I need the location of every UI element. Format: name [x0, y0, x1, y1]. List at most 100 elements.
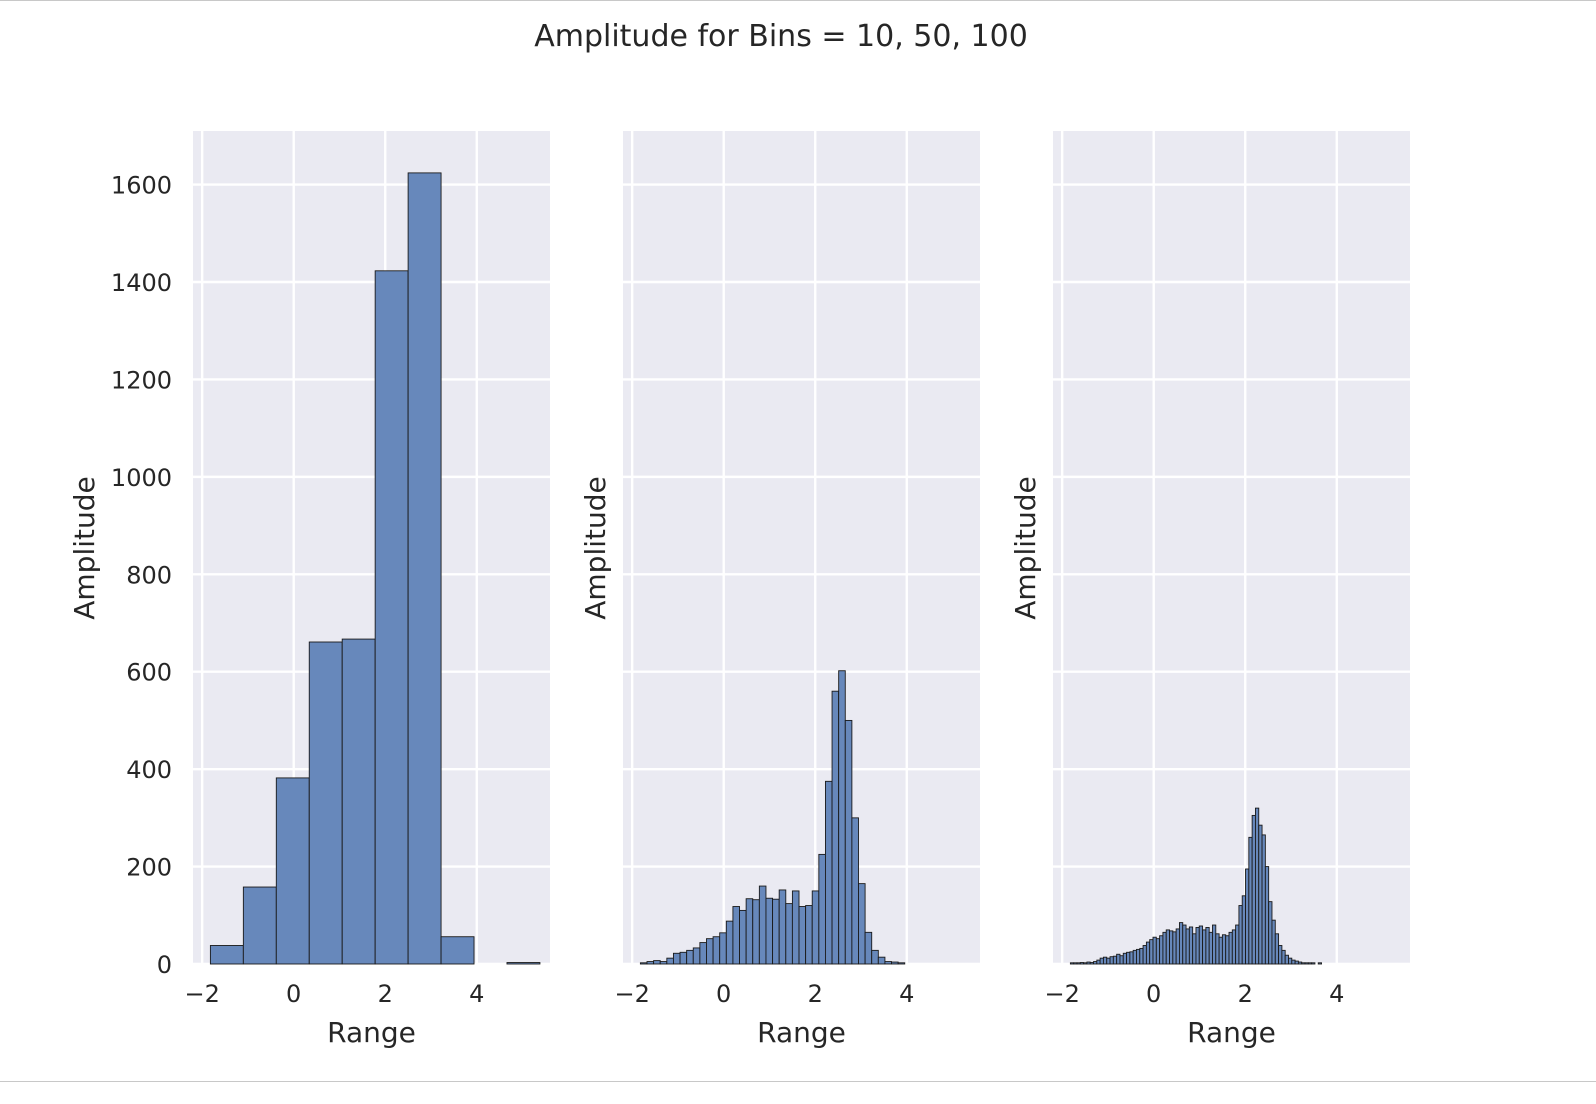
histogram-bar — [639, 962, 648, 965]
window-bottom-border — [0, 1081, 1596, 1082]
x-axis-label: Range — [757, 1016, 846, 1049]
x-tick-label: 2 — [808, 980, 823, 1008]
histogram-bar — [1235, 924, 1240, 965]
histogram-bar — [1294, 960, 1299, 965]
histogram-bar — [758, 885, 767, 965]
plot-area-background — [623, 131, 980, 964]
histogram-bar — [1149, 939, 1154, 965]
histogram-bar — [1086, 961, 1091, 965]
x-tick-label: −2 — [1044, 980, 1079, 1008]
histogram-bar — [1182, 924, 1187, 965]
histogram-bar — [1102, 956, 1108, 965]
histogram-bar — [1172, 931, 1177, 965]
histogram-bar — [1175, 928, 1180, 965]
histogram-bar — [1195, 927, 1200, 965]
histogram-bar — [805, 905, 813, 965]
x-tick-label: 2 — [1238, 980, 1253, 1008]
histogram-bar — [1212, 924, 1217, 965]
histogram-bar — [242, 886, 277, 965]
subplot-1: −2 0 2 4 0 200 400 600 800 1000 1200 1400 1600 Range A… — [68, 131, 550, 1049]
y-axis-label: Amplitude — [1009, 476, 1042, 620]
histogram-bar — [1083, 962, 1088, 965]
subplot-container: −2 0 2 402004006008001000120014001600RangeA… — [68, 131, 1410, 1049]
y-tick-label: 800 — [126, 561, 172, 589]
histogram-bar — [1152, 936, 1157, 965]
x-tick-label: 0 — [1146, 980, 1161, 1008]
histogram-bar — [1099, 957, 1104, 965]
y-axis-label: Amplitude — [68, 476, 101, 620]
x-axis-label: Range — [1187, 1016, 1276, 1049]
x-tick-label: 4 — [899, 980, 914, 1008]
histogram-bar — [1142, 945, 1147, 965]
histogram-bar — [1278, 945, 1283, 965]
x-tick-label: 0 — [716, 980, 731, 1008]
histogram-bar — [1245, 868, 1250, 965]
plot-area-background — [1053, 131, 1410, 964]
histogram-bar — [1297, 961, 1303, 965]
histogram-bar — [719, 932, 727, 965]
y-tick-label: 200 — [126, 854, 172, 882]
histogram-bar — [1221, 934, 1227, 965]
x-tick-label: −2 — [614, 980, 649, 1008]
histogram-bar — [1248, 836, 1253, 965]
histogram-bar — [1165, 929, 1170, 965]
histogram-bar — [506, 962, 541, 965]
histogram-bar — [1202, 929, 1207, 965]
histogram-bar — [407, 172, 442, 965]
histogram-bar — [374, 270, 409, 965]
histogram-bar — [209, 945, 244, 965]
histogram-bar — [1284, 954, 1289, 965]
x-tick-label: 4 — [1329, 980, 1344, 1008]
histogram-bar — [1169, 930, 1174, 965]
histogram-bar — [1188, 926, 1194, 965]
histogram-bar — [1225, 935, 1230, 965]
x-tick-label: 0 — [286, 980, 301, 1008]
histogram-bar — [1119, 955, 1124, 965]
histogram-bar — [851, 817, 859, 965]
histogram-bar — [1155, 938, 1161, 965]
histogram-bar — [1304, 962, 1309, 965]
histogram-bar — [1069, 962, 1075, 965]
histogram-bar — [1238, 905, 1243, 965]
histogram-bar — [778, 889, 787, 965]
histogram-bar — [1079, 962, 1085, 965]
histogram-bar — [1261, 834, 1266, 965]
histogram-bar — [871, 949, 879, 965]
histogram-bar — [341, 638, 376, 965]
histogram-bar — [891, 961, 899, 965]
histogram-bar — [692, 947, 701, 965]
histogram-bar — [1301, 962, 1306, 965]
histogram-bar — [838, 670, 846, 965]
histogram-bar — [745, 898, 754, 965]
histogram-bar — [686, 949, 694, 965]
histogram-bar — [1198, 925, 1204, 965]
x-tick-label: 2 — [378, 980, 393, 1008]
histogram-bar — [679, 951, 688, 965]
histogram-bar — [1268, 901, 1273, 965]
histogram-bar — [1106, 957, 1111, 965]
x-axis-label: Range — [327, 1016, 416, 1049]
window-top-border — [0, 0, 1596, 1]
histogram-bar — [1231, 929, 1237, 965]
histogram-bar — [1122, 952, 1128, 965]
histogram-bar — [1178, 922, 1184, 965]
y-tick-label: 400 — [126, 756, 172, 784]
histogram-bar — [877, 956, 886, 965]
figure-title: Amplitude for Bins = 10, 50, 100 — [534, 19, 1028, 54]
histogram-bar — [1109, 956, 1114, 965]
y-tick-label: 0 — [157, 951, 172, 979]
histogram-bar — [1241, 895, 1246, 965]
histogram-bar — [659, 961, 668, 965]
histogram-bar — [798, 906, 807, 965]
histogram-bar — [1218, 936, 1223, 965]
histogram-bar — [1274, 933, 1280, 965]
histogram-bar — [1208, 931, 1213, 965]
histogram-bar — [1215, 933, 1220, 965]
subplot-2: −2 0 2 4 Range Amplitude — [579, 131, 980, 1049]
histogram-bar — [1139, 947, 1144, 965]
histogram-bar — [1185, 928, 1190, 965]
histogram-bar — [1281, 949, 1286, 965]
histogram-bar — [844, 719, 853, 965]
histogram-bar — [672, 952, 681, 965]
